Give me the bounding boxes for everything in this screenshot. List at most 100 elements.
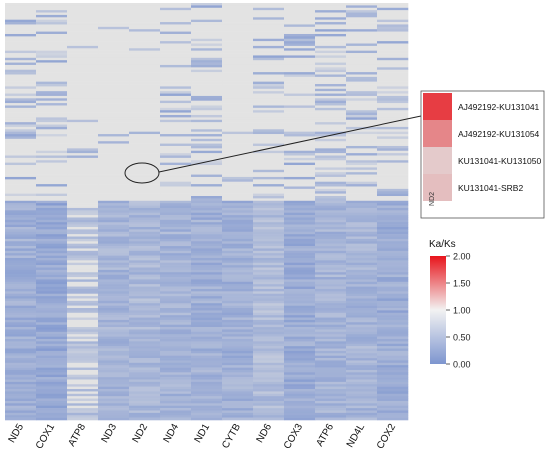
heatmap-cell [98, 176, 130, 180]
heatmap-cell [36, 184, 68, 187]
heatmap-cell [222, 226, 254, 230]
heatmap-cell [191, 119, 223, 123]
column-labels: ND5 COX1 ATP8 ND3 ND2 ND4 ND1 CYTB ND6 COX3 ATP6 ND… [7, 422, 399, 451]
heatmap-cell [5, 134, 37, 137]
heatmap-cell [315, 174, 347, 178]
heatmap-cell [377, 396, 409, 399]
heatmap-cell [315, 172, 347, 175]
heatmap-cell [253, 88, 285, 92]
heatmap-cell [36, 129, 68, 132]
heatmap-cell [377, 176, 409, 180]
heatmap-cell [253, 145, 285, 149]
heatmap-cell [253, 3, 285, 6]
heatmap-cell [67, 3, 99, 6]
heatmap-cell [160, 14, 192, 18]
heatmap-cell [98, 79, 130, 82]
heatmap-cell [191, 210, 223, 213]
heatmap-cell [315, 26, 347, 30]
heatmap-cell [160, 272, 192, 275]
heatmap-cell [315, 100, 347, 104]
heatmap-cell [346, 53, 378, 56]
heatmap-cell [346, 315, 378, 318]
heatmap-cell [284, 369, 316, 373]
heatmap-cell [377, 281, 409, 285]
heatmap-cell [36, 255, 68, 259]
heatmap-cell [346, 391, 378, 395]
heatmap-cell [377, 200, 409, 204]
heatmap-cell [315, 341, 347, 345]
heatmap-cell [160, 160, 192, 163]
heatmap-cell [315, 334, 347, 337]
heatmap-cell [67, 160, 99, 163]
heatmap-cell [315, 122, 347, 125]
heatmap-cell [129, 322, 161, 325]
heatmap-cell [67, 222, 99, 225]
heatmap-cell [346, 293, 378, 297]
heatmap-cell [315, 69, 347, 73]
heatmap-cell [377, 274, 409, 278]
heatmap-cell [129, 305, 161, 309]
heatmap-cell [36, 389, 68, 392]
heatmap-cell [253, 69, 285, 73]
heatmap-cell [98, 210, 130, 213]
heatmap-cell [160, 188, 192, 192]
heatmap-cell [67, 122, 99, 125]
heatmap-cell [377, 19, 409, 23]
heatmap-cell [346, 141, 378, 144]
heatmap-cell [160, 312, 192, 316]
heatmap-cell [222, 224, 254, 228]
heatmap-cell [315, 393, 347, 397]
heatmap-cell [67, 310, 99, 314]
heatmap-cell [160, 110, 192, 113]
heatmap-cell [98, 284, 130, 287]
inset-cell [423, 147, 452, 174]
heatmap-cell [253, 410, 285, 414]
heatmap-cell [98, 200, 130, 204]
heatmap-cell [315, 29, 347, 32]
heatmap-cell [67, 145, 99, 149]
heatmap-cell [315, 215, 347, 218]
heatmap-cell [129, 343, 161, 347]
heatmap-cell [315, 24, 347, 28]
heatmap-cell [346, 119, 378, 123]
heatmap-cell [253, 234, 285, 237]
heatmap-cell [346, 81, 378, 85]
heatmap-cell [191, 362, 223, 366]
heatmap-cell [346, 298, 378, 302]
heatmap-cell [253, 391, 285, 395]
heatmap-cell [36, 112, 68, 116]
heatmap-cell [315, 5, 347, 9]
heatmap-cell [67, 157, 99, 161]
heatmap-cell [346, 272, 378, 275]
heatmap-cell [67, 293, 99, 297]
heatmap-cell [377, 43, 409, 47]
heatmap-cell [5, 169, 37, 173]
heatmap-cell [315, 31, 347, 35]
heatmap-cell [67, 405, 99, 409]
heatmap-cell [315, 112, 347, 116]
heatmap-cell [315, 236, 347, 240]
heatmap-cell [284, 203, 316, 206]
heatmap-cell [36, 105, 68, 109]
heatmap-cell [67, 207, 99, 211]
heatmap-cell [284, 193, 316, 197]
heatmap-cell [129, 110, 161, 113]
heatmap-cell [222, 329, 254, 333]
heatmap-cell [253, 14, 285, 18]
heatmap-cell [253, 103, 285, 106]
heatmap-cell [160, 308, 192, 311]
heatmap-cell [98, 167, 130, 171]
heatmap-cell [253, 112, 285, 116]
heatmap-cell [67, 138, 99, 142]
heatmap-cell [129, 403, 161, 406]
heatmap-cell [160, 212, 192, 216]
heatmap-cell [284, 296, 316, 299]
heatmap-cell [98, 315, 130, 318]
heatmap-cell [315, 250, 347, 254]
heatmap-cell [315, 150, 347, 154]
heatmap-cell [284, 207, 316, 211]
heatmap-cell [284, 91, 316, 94]
heatmap-cell [129, 272, 161, 275]
heatmap-cell [346, 343, 378, 347]
heatmap-cell [67, 343, 99, 347]
